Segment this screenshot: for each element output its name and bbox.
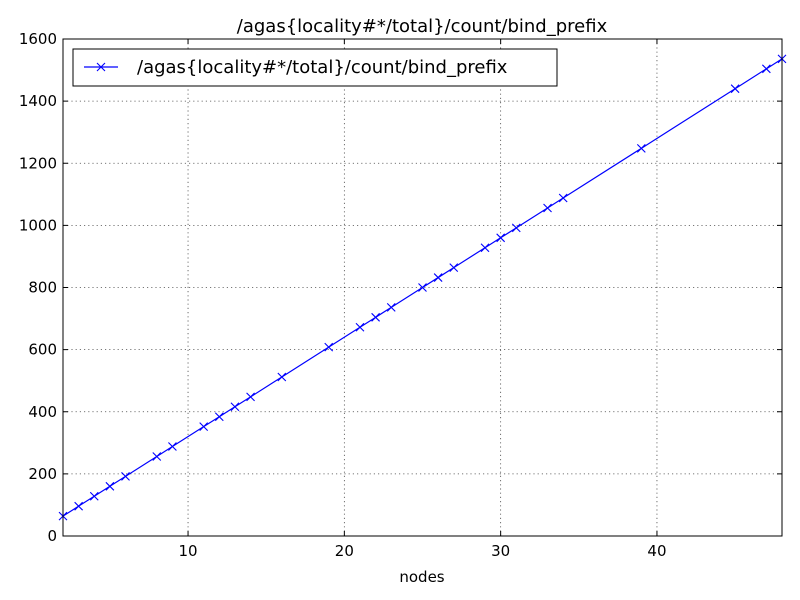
- legend-marker-sample: [96, 62, 106, 72]
- data-point-marker: [214, 412, 224, 422]
- data-point-marker: [761, 64, 771, 74]
- y-tick-label: 0: [47, 527, 57, 545]
- data-point-marker: [433, 273, 443, 282]
- data-point-marker: [152, 452, 162, 461]
- data-point-marker: [511, 223, 521, 233]
- data-point-marker: [449, 263, 459, 273]
- y-tick-label: 600: [28, 341, 57, 359]
- y-tick-label: 200: [28, 465, 57, 483]
- data-point-marker: [105, 481, 115, 491]
- data-point-marker: [543, 203, 552, 213]
- x-tick-label: 30: [491, 542, 510, 560]
- data-point-marker: [418, 283, 427, 292]
- legend: /agas{locality#*/total}/count/bind_prefi…: [72, 48, 558, 87]
- chart-title: /agas{locality#*/total}/count/bind_prefi…: [237, 16, 608, 37]
- data-point-marker: [277, 372, 287, 382]
- legend-entry-label: /agas{locality#*/total}/count/bind_prefi…: [137, 57, 508, 78]
- data-point-marker: [246, 392, 255, 402]
- x-tick-label: 10: [178, 542, 197, 560]
- series-layer: [58, 54, 787, 521]
- y-tick-label: 800: [28, 279, 57, 297]
- data-point-marker: [496, 233, 506, 243]
- x-tick-label: 20: [335, 542, 354, 560]
- x-tick-label: 40: [647, 542, 666, 560]
- data-point-marker: [480, 243, 490, 253]
- data-point-marker: [730, 84, 740, 94]
- legend-box: [72, 48, 558, 87]
- data-point-marker: [558, 193, 568, 203]
- data-point-marker: [230, 402, 240, 412]
- y-tick-label: 400: [28, 403, 57, 421]
- data-point-marker: [355, 322, 365, 332]
- y-tick-label: 1600: [19, 30, 57, 48]
- data-point-marker: [74, 501, 84, 511]
- data-point-marker: [386, 302, 396, 312]
- grid-lines: [63, 39, 782, 536]
- data-point-marker: [636, 143, 646, 153]
- data-point-marker: [371, 312, 380, 322]
- data-point-marker: [89, 491, 99, 501]
- data-point-marker: [199, 422, 209, 432]
- y-tick-label: 1400: [19, 92, 57, 110]
- data-point-marker: [324, 342, 334, 352]
- y-tick-label: 1000: [19, 216, 57, 234]
- data-point-marker: [168, 442, 177, 451]
- y-tick-label: 1200: [19, 154, 57, 172]
- series-line: [62, 58, 783, 517]
- x-axis-label: nodes: [399, 568, 444, 586]
- data-point-marker: [121, 471, 130, 481]
